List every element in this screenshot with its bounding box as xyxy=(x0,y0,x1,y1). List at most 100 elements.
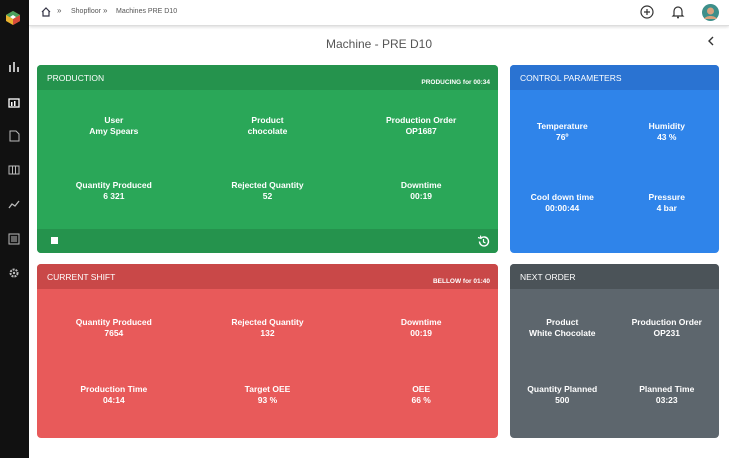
field-value: 00:00:44 xyxy=(545,203,580,214)
field-label: Product xyxy=(546,317,579,328)
field-value: 00:19 xyxy=(410,328,433,339)
field-label: Rejected Quantity xyxy=(231,179,304,190)
field: Downtime 00:19 xyxy=(344,159,498,224)
card-title: NEXT ORDER xyxy=(520,272,576,282)
field-value: 04:14 xyxy=(102,394,125,405)
field-label: Quantity Produced xyxy=(75,179,152,190)
card-header: PRODUCTION PRODUCING for 00:34 xyxy=(37,65,498,90)
nav-icon[interactable] xyxy=(8,233,20,245)
card-title: PRODUCTION xyxy=(47,73,105,83)
field-label: Downtime xyxy=(400,179,442,190)
card-header: CURRENT SHIFT BELLOW for 01:40 xyxy=(37,264,498,289)
field-label: Production Order xyxy=(631,317,702,328)
card-title: CURRENT SHIFT xyxy=(47,272,116,282)
status: PRODUCING for 00:34 xyxy=(421,79,490,86)
nav-icon[interactable] xyxy=(8,267,20,279)
field-value: 43 % xyxy=(657,131,677,142)
history-button[interactable] xyxy=(477,235,490,248)
stop-button[interactable] xyxy=(51,237,59,245)
nav-icon[interactable] xyxy=(8,164,20,176)
separator: » xyxy=(57,6,62,15)
nav-icon[interactable] xyxy=(8,198,20,210)
notifications-button[interactable] xyxy=(671,5,685,19)
field: Temperature 76º xyxy=(510,96,615,168)
field: Quantity Planned 500 xyxy=(510,362,615,429)
field-value: White Chocolate xyxy=(528,328,596,339)
field-label: Cool down time xyxy=(530,192,594,203)
field-value: chocolate xyxy=(247,126,288,137)
field-label: Production Order xyxy=(385,115,457,126)
card-header: NEXT ORDER xyxy=(510,264,719,289)
card: NEXT ORDER Product White Chocolate Producti… xyxy=(510,264,719,438)
field: Target OEE 93 % xyxy=(191,362,345,429)
card: CURRENT SHIFT BELLOW for 01:40 Quantity Pr… xyxy=(37,264,498,438)
field: Cool down time 00:00:44 xyxy=(510,168,615,240)
field-label: Target OEE xyxy=(244,383,291,394)
field: Rejected Quantity 52 xyxy=(191,159,345,224)
card-header: CONTROL PARAMETERS xyxy=(510,65,719,90)
nav-icon[interactable] xyxy=(8,61,20,73)
nav-icon[interactable] xyxy=(8,130,20,142)
field-label: Quantity Produced xyxy=(75,317,152,328)
back-button[interactable] xyxy=(707,36,715,46)
field: Quantity Produced 6 321 xyxy=(37,159,191,224)
field: Planned Time 03:23 xyxy=(615,362,720,429)
field: Rejected Quantity 132 xyxy=(191,295,345,362)
card-footer xyxy=(37,229,498,253)
add-button[interactable] xyxy=(640,5,654,19)
field-value: 52 xyxy=(262,190,273,201)
field-label: Downtime xyxy=(400,317,442,328)
field-label: Product xyxy=(251,115,284,126)
field: Production Time 04:14 xyxy=(37,362,191,429)
logo[interactable] xyxy=(6,11,20,25)
field-value: 93 % xyxy=(257,394,278,405)
field: Production Order OP231 xyxy=(615,295,720,362)
field: Quantity Produced 7654 xyxy=(37,295,191,362)
sidebar xyxy=(0,0,29,458)
page-title: Machine - PRE D10 xyxy=(325,37,433,51)
field-label: OEE xyxy=(412,383,431,394)
field-label: Production Time xyxy=(80,383,148,394)
field-value: 4 bar xyxy=(656,203,677,214)
field-value: 76º xyxy=(555,131,569,142)
field-label: Humidity xyxy=(648,120,685,131)
field-value: Amy Spears xyxy=(89,126,139,137)
field-label: Pressure xyxy=(648,192,685,203)
card-body: Product White Chocolate Production Order OP… xyxy=(510,289,719,438)
card: PRODUCTION PRODUCING for 00:34 User Amy Spe… xyxy=(37,65,498,253)
field: Product White Chocolate xyxy=(510,295,615,362)
nav-icon[interactable] xyxy=(8,96,20,108)
card-title: CONTROL PARAMETERS xyxy=(520,73,622,83)
field: Product chocolate xyxy=(191,94,345,159)
status: BELLOW for 01:40 xyxy=(432,278,490,285)
field: User Amy Spears xyxy=(37,94,191,159)
card-body: Quantity Produced 7654 Rejected Quantity 13… xyxy=(37,289,498,438)
field: Downtime 00:19 xyxy=(344,295,498,362)
field-value: 03:23 xyxy=(655,394,678,405)
field: Humidity 43 % xyxy=(615,96,720,168)
field-value: 7654 xyxy=(104,328,124,339)
breadcrumb-item[interactable]: Shopfloor xyxy=(71,8,101,15)
field-value: 6 321 xyxy=(103,190,125,201)
avatar[interactable] xyxy=(702,4,719,21)
separator: » xyxy=(103,6,108,15)
field-value: 00:19 xyxy=(410,190,433,201)
field-value: 500 xyxy=(555,394,570,405)
field-value: OP231 xyxy=(653,328,680,339)
card: CONTROL PARAMETERS Temperature 76º Humidity… xyxy=(510,65,719,253)
top-bar: » Shopfloor » Machines PRE D10 xyxy=(29,0,729,26)
field-label: Planned Time xyxy=(639,383,695,394)
field-label: Quantity Planned xyxy=(527,383,598,394)
field-value: 66 % xyxy=(411,394,431,405)
home-icon[interactable] xyxy=(41,7,51,17)
field-label: User xyxy=(104,115,124,126)
field: Pressure 4 bar xyxy=(615,168,720,240)
field: Production Order OP1687 xyxy=(344,94,498,159)
breadcrumb-item: Machines PRE D10 xyxy=(116,8,178,15)
field-label: Temperature xyxy=(536,120,588,131)
field-value: OP1687 xyxy=(405,126,437,137)
field: OEE 66 % xyxy=(344,362,498,429)
field-value: 132 xyxy=(260,328,275,339)
field-label: Rejected Quantity xyxy=(231,317,304,328)
